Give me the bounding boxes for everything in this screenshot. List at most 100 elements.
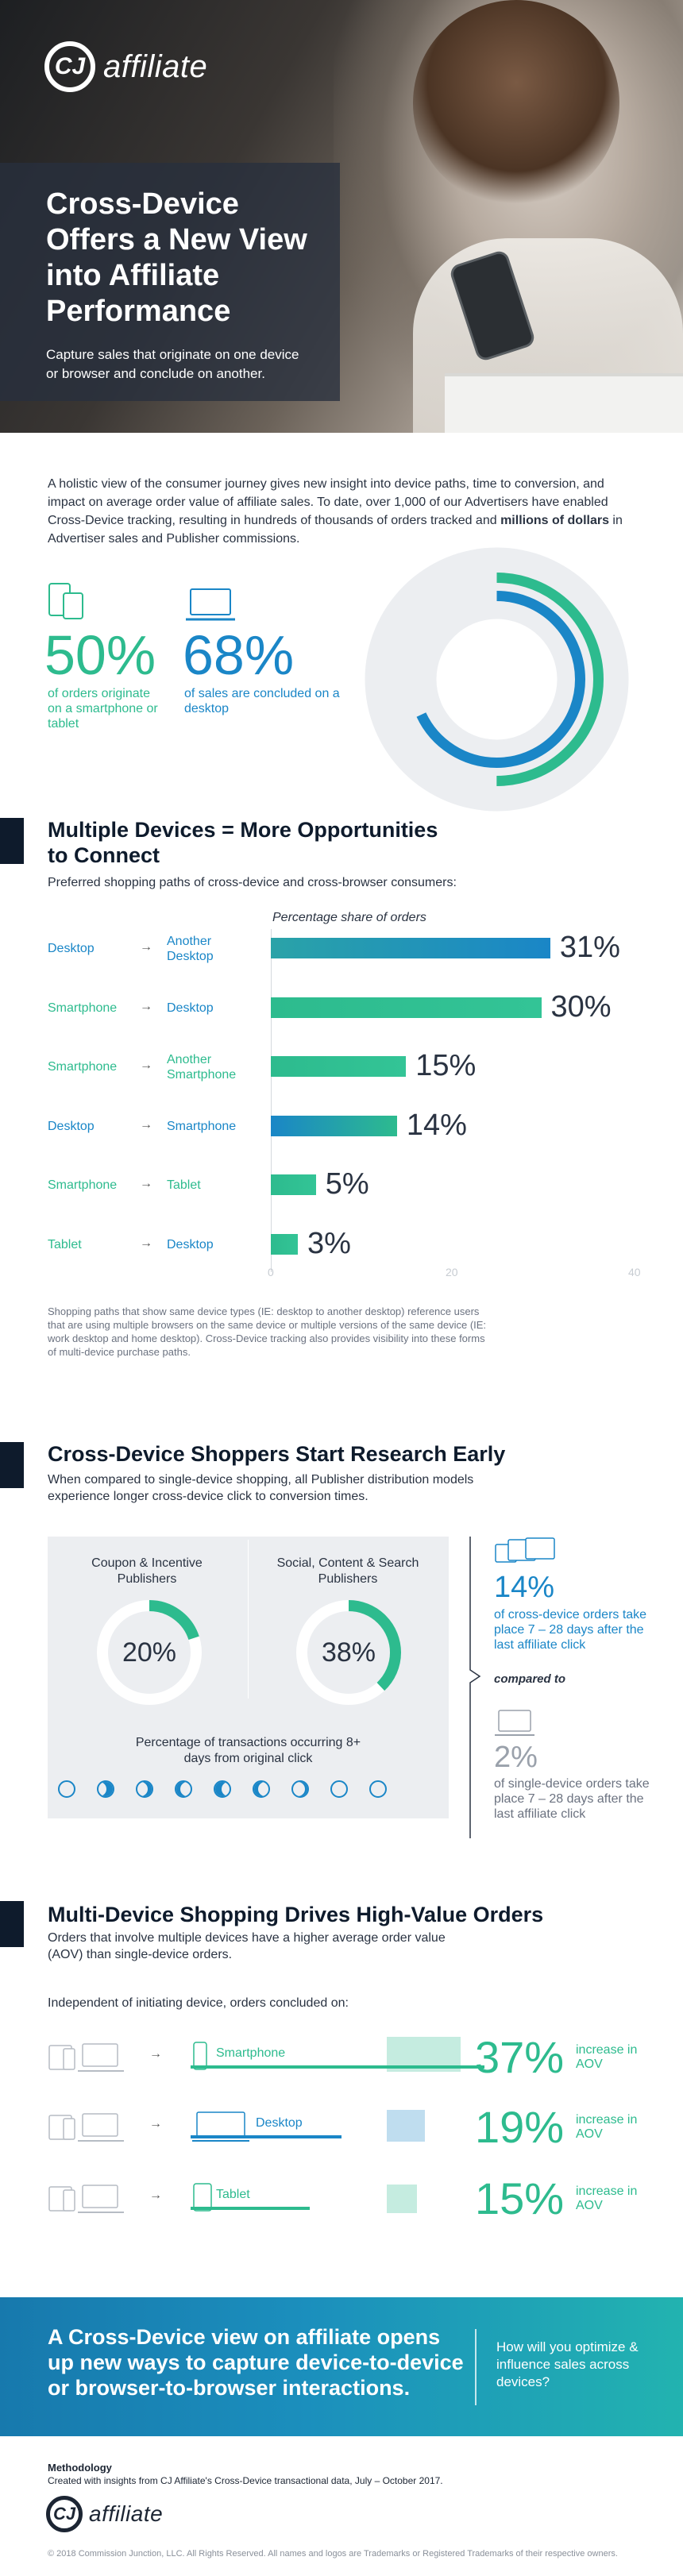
moon-phase-icon <box>330 1780 348 1798</box>
initiating-devices-icon <box>48 2182 127 2215</box>
single-device-caption: of single-device orders take place 7 – 2… <box>494 1777 650 1821</box>
concluding-device-label: Tablet <box>216 2188 250 2201</box>
cj-logo-icon: CJ <box>44 41 95 92</box>
arrow-icon: → <box>140 1059 152 1072</box>
aov-bar-line <box>191 2135 342 2138</box>
section3-subtitle: Orders that involve multiple devices hav… <box>48 1931 446 1961</box>
path-from-label: Smartphone <box>48 1001 118 1015</box>
hero-photo-person <box>413 0 619 206</box>
methodology-text: Created with insights from CJ Affiliate'… <box>48 2475 443 2486</box>
initiating-devices-icon <box>48 2111 127 2144</box>
single-device-value: 2% <box>494 1741 538 1774</box>
stat-desktop-value: 68% <box>183 624 295 686</box>
aov-bar-block <box>387 2037 461 2072</box>
brand-logo: CJ affiliate <box>44 41 207 92</box>
call-to-action-banner: A Cross-Device view on affiliate opens u… <box>0 2297 683 2436</box>
intro-paragraph: A holistic view of the consumer journey … <box>48 475 643 548</box>
bar-5 <box>271 1174 316 1195</box>
desktop-icon <box>191 2111 251 2146</box>
multi-device-icon <box>495 1537 555 1563</box>
arrow-icon: → <box>140 1177 152 1190</box>
bar-4 <box>271 1115 397 1136</box>
copyright: © 2018 Commission Junction, LLC. All Rig… <box>48 2549 618 2559</box>
cross-device-value: 14% <box>494 1571 555 1604</box>
laptop-icon <box>495 1710 534 1736</box>
intro-bold-text: millions of dollars <box>500 514 609 527</box>
chart-axis-line <box>271 929 272 1272</box>
path-to-label: Desktop <box>167 1237 214 1251</box>
hero-banner: CJ affiliate Cross-Device Offers a New V… <box>0 0 683 433</box>
donut-coupon <box>97 1600 202 1705</box>
initiating-devices-icon <box>48 2041 127 2074</box>
section-marker <box>0 818 24 864</box>
arrow-icon: → <box>140 940 152 954</box>
tablet-icon <box>191 2182 214 2218</box>
concluding-device-label: Desktop <box>256 2116 303 2130</box>
path-from-label: Desktop <box>48 1119 95 1133</box>
aov-increase-value: 37% <box>475 2032 565 2082</box>
bar-2 <box>271 997 542 1018</box>
stat-desktop-caption: of sales are concluded on a desktop <box>184 687 340 715</box>
path-from-label: Smartphone <box>48 1060 118 1074</box>
stat-smartphone-caption: of orders originate on a smartphone or t… <box>48 687 158 731</box>
bar-value-label: 5% <box>325 1167 369 1201</box>
aov-increase-caption: increase in AOV <box>576 2043 638 2071</box>
brand-wordmark: affiliate <box>103 48 208 84</box>
arrow-icon: → <box>140 999 152 1013</box>
path-from-label: Smartphone <box>48 1178 118 1192</box>
intro-text-end: in Advertiser sales and Publisher commis… <box>48 514 623 546</box>
aov-bar-line <box>191 2207 310 2210</box>
aov-bar-line <box>191 2065 484 2069</box>
panel-divider <box>248 1540 249 1699</box>
donut1-title: Coupon & Incentive Publishers <box>91 1556 203 1586</box>
section3-title: Multi-Device Shopping Drives High-Value … <box>48 1903 544 1926</box>
bar-1 <box>271 938 550 958</box>
bar-6 <box>271 1233 299 1255</box>
section1-subtitle: Preferred shopping paths of cross-device… <box>48 876 457 889</box>
research-panel: Coupon & Incentive Publishers 20% Social… <box>48 1537 449 1818</box>
moon-phase-icon <box>136 1780 153 1798</box>
bar-value-label: 31% <box>559 931 620 964</box>
moon-phase-icon <box>291 1780 309 1798</box>
cj-logo-icon: CJ <box>46 2496 83 2532</box>
ring-desktop-share <box>408 591 585 768</box>
cta-main-text: A Cross-Device view on affiliate opens u… <box>48 2325 464 2400</box>
donut-social <box>296 1600 401 1705</box>
moon-phase-icon <box>97 1780 114 1798</box>
page-title: Cross-Device Offers a New View into Affi… <box>46 187 307 328</box>
cta-divider <box>475 2329 477 2405</box>
bar-value-label: 14% <box>406 1108 467 1142</box>
tick-label-0: 0 <box>268 1266 274 1278</box>
moon-phase-icon <box>175 1780 192 1798</box>
path-to-label: Tablet <box>167 1178 201 1192</box>
path-to-label: Another Smartphone <box>167 1053 237 1082</box>
donut2-title: Social, Content & Search Publishers <box>276 1556 419 1586</box>
cross-device-caption: of cross-device orders take place 7 – 28… <box>494 1608 647 1652</box>
methodology-heading: Methodology <box>48 2462 112 2474</box>
section3-lead: Independent of initiating device, orders… <box>48 1996 349 2010</box>
arrow-icon: → <box>149 2047 162 2061</box>
aov-increase-caption: increase in AOV <box>576 2185 638 2212</box>
aov-increase-value: 15% <box>475 2173 565 2223</box>
hero-text-box: Cross-Device Offers a New View into Affi… <box>0 163 340 401</box>
aov-increase-value: 19% <box>475 2102 565 2152</box>
aov-bar-block <box>387 2110 425 2142</box>
section2-title: Cross-Device Shoppers Start Research Ear… <box>48 1442 506 1466</box>
path-from-label: Desktop <box>48 942 95 955</box>
tick-label-20: 20 <box>446 1266 458 1278</box>
moon-phase-icon <box>214 1780 231 1798</box>
section1-footnote: Shopping paths that show same device typ… <box>48 1305 487 1358</box>
moon-phase-icon <box>369 1780 387 1798</box>
aov-increase-caption: increase in AOV <box>576 2113 638 2141</box>
aov-bar-block <box>387 2185 417 2213</box>
tick-label-40: 40 <box>628 1266 641 1278</box>
arrow-icon: → <box>149 2188 162 2202</box>
compared-to-label: compared to <box>494 1672 566 1686</box>
path-from-label: Tablet <box>48 1237 82 1251</box>
section-marker <box>0 1442 24 1488</box>
brand-logo-footer: CJ affiliate <box>46 2496 163 2532</box>
section-marker <box>0 1901 24 1947</box>
donut1-value: 20% <box>122 1637 177 1668</box>
cta-question: How will you optimize & influence sales … <box>496 2339 639 2389</box>
moon-phase-icon <box>58 1780 75 1798</box>
